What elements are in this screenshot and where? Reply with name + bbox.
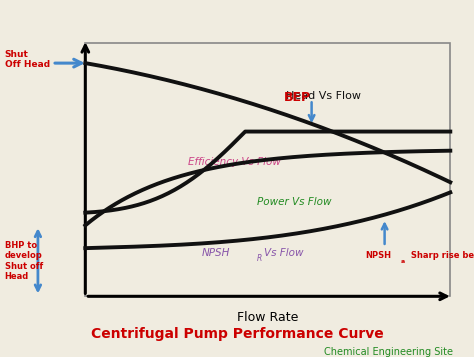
Text: BEP: BEP bbox=[283, 91, 310, 104]
Text: NPSH: NPSH bbox=[202, 248, 230, 258]
Text: Sharp rise beyond BEP: Sharp rise beyond BEP bbox=[408, 251, 474, 260]
Text: Head Vs Flow: Head Vs Flow bbox=[286, 91, 361, 101]
Text: Centrifugal Pump Performance Curve: Centrifugal Pump Performance Curve bbox=[91, 327, 383, 341]
Text: Chemical Engineering Site: Chemical Engineering Site bbox=[324, 347, 453, 357]
Text: Shut
Off Head: Shut Off Head bbox=[5, 50, 50, 69]
Text: Power Vs Flow: Power Vs Flow bbox=[257, 197, 331, 207]
Text: Flow Rate: Flow Rate bbox=[237, 311, 299, 324]
Bar bbox=[85, 43, 450, 296]
Text: NPSH: NPSH bbox=[365, 251, 392, 260]
Text: BHP to
develop
Shut off
Head: BHP to develop Shut off Head bbox=[5, 241, 43, 281]
Text: R: R bbox=[257, 254, 262, 263]
Text: Efficiency Vs Flow: Efficiency Vs Flow bbox=[188, 156, 281, 166]
Text: a: a bbox=[401, 259, 405, 264]
Text: Vs Flow: Vs Flow bbox=[264, 248, 304, 258]
